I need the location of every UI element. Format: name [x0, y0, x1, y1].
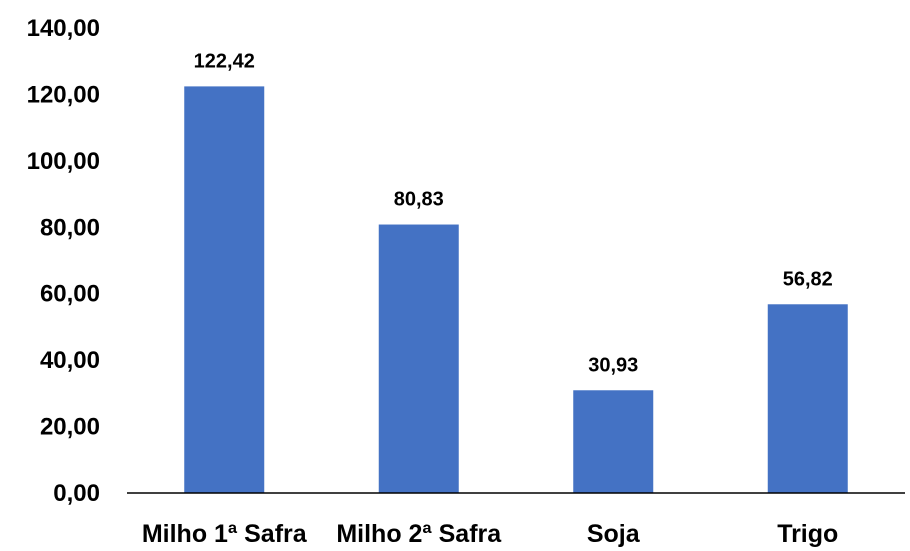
y-axis-tick-labels: 0,00 20,00 40,00 60,00 80,00 100,00 120,00 140,… [27, 15, 100, 507]
category-labels: Milho 1ª Safra Milho 2ª Safra Soja Trigo [142, 520, 838, 548]
category-label: Milho 1ª Safra [142, 520, 308, 548]
bar [378, 224, 459, 493]
bar [573, 390, 654, 493]
y-tick-label: 140,00 [27, 15, 100, 42]
category-label: Trigo [777, 520, 838, 548]
y-tick-label: 120,00 [27, 81, 100, 108]
y-tick-label: 60,00 [40, 281, 100, 308]
y-tick-label: 100,00 [27, 148, 100, 175]
y-tick-label: 20,00 [40, 414, 100, 441]
category-label: Soja [587, 520, 641, 548]
bar-value-label: 80,83 [394, 189, 444, 211]
y-tick-label: 0,00 [53, 480, 100, 507]
bar-value-label: 122,42 [194, 50, 255, 72]
bar [184, 86, 265, 493]
data-labels: 122,42 80,83 30,93 56,82 [194, 50, 833, 376]
y-tick-label: 80,00 [40, 214, 100, 241]
bar-value-label: 30,93 [588, 354, 638, 376]
bar-value-label: 56,82 [783, 268, 833, 290]
category-label: Milho 2ª Safra [336, 520, 502, 548]
y-tick-label: 40,00 [40, 347, 100, 374]
bars [184, 86, 848, 493]
bar [767, 304, 848, 493]
